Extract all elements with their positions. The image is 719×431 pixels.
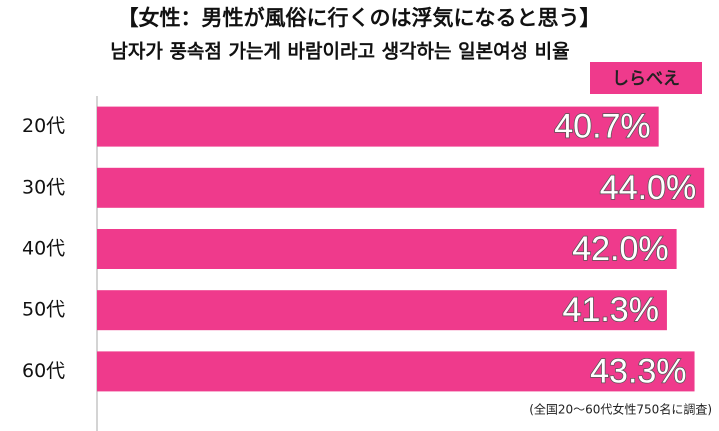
bar (97, 106, 659, 147)
chart-title: 【女性：男性が風俗に行くのは浮気になると思う】 (118, 6, 601, 30)
y-tick-label: 20代 (22, 115, 65, 137)
y-tick-label: 30代 (22, 176, 65, 198)
logo-box (590, 62, 702, 94)
value-label: 43.3% (590, 352, 686, 390)
y-tick-label: 50代 (22, 299, 65, 321)
value-label: 44.0% (600, 169, 696, 207)
bar (97, 351, 695, 392)
y-tick-label: 60代 (22, 360, 65, 382)
value-label: 42.0% (572, 230, 668, 268)
bar (97, 229, 677, 269)
value-label: 41.3% (563, 291, 659, 329)
logo: しらべえ (612, 69, 680, 89)
footnote: (全国20〜60代女性750名に調査) (529, 402, 712, 417)
value-label: 40.7% (554, 108, 650, 146)
bar (97, 290, 667, 331)
y-tick-label: 40代 (22, 238, 65, 260)
chart-subtitle: 남자가 풍속점 가는게 바람이라고 생각하는 일본여성 비율 (110, 41, 569, 63)
bar (97, 167, 705, 208)
